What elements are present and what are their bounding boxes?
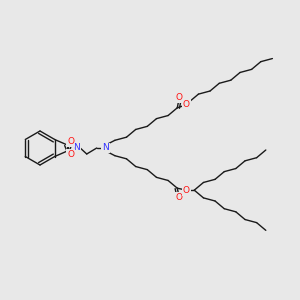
Text: O: O: [183, 100, 190, 109]
Text: O: O: [67, 137, 74, 146]
Text: O: O: [183, 186, 190, 195]
Text: O: O: [176, 93, 183, 102]
Text: N: N: [73, 143, 80, 152]
Text: O: O: [176, 193, 183, 202]
Text: N: N: [102, 143, 109, 152]
Text: O: O: [67, 150, 74, 159]
